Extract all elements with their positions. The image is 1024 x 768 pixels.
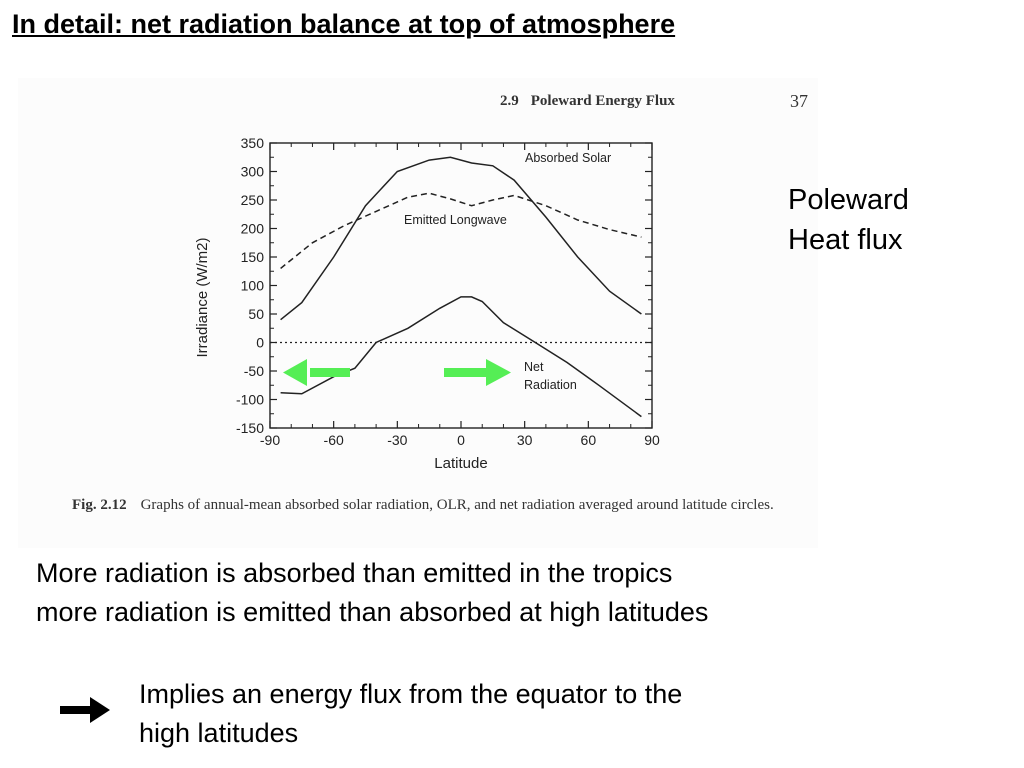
series-annotation: Radiation (524, 378, 577, 392)
figure-caption-text: Graphs of annual-mean absorbed solar rad… (140, 497, 774, 513)
x-tick-label: 0 (457, 432, 465, 448)
y-tick-label: 200 (241, 221, 265, 237)
book-section-header: 2.9 Poleward Energy Flux (500, 93, 675, 110)
net-radiation-line (280, 296, 642, 418)
poleward-heat-flux-note: Poleward Heat flux (788, 180, 909, 260)
x-tick-label: -60 (324, 432, 344, 448)
explanation-line-2: more radiation is emitted than absorbed … (36, 597, 709, 627)
y-tick-label: 350 (241, 135, 265, 151)
y-tick-label: 0 (256, 335, 264, 351)
side-note-line-2: Heat flux (788, 224, 903, 256)
y-axis-label: Irradiance (W/m2) (194, 237, 211, 357)
side-note-line-1: Poleward (788, 184, 909, 216)
figure-caption: Fig. 2.12 Graphs of annual-mean absorbed … (44, 494, 824, 516)
scanned-page (18, 78, 818, 548)
slide-title: In detail: net radiation balance at top … (12, 9, 676, 39)
figure-label: Fig. 2.12 (72, 497, 127, 513)
x-tick-label: -90 (260, 432, 280, 448)
implication-line-2: high latitudes (139, 718, 299, 748)
section-number: 2.9 (500, 93, 519, 109)
implication-line-1: Implies an energy flux from the equator … (139, 679, 683, 709)
x-tick-label: -30 (387, 432, 407, 448)
y-tick-label: 50 (248, 306, 264, 322)
implication-text: Implies an energy flux from the equator … (139, 675, 682, 753)
y-tick-label: -150 (236, 420, 264, 436)
page-number: 37 (790, 91, 808, 111)
y-tick-label: 100 (241, 278, 265, 294)
series-annotation: Absorbed Solar (525, 151, 611, 165)
y-tick-label: -50 (244, 363, 264, 379)
x-tick-label: 30 (517, 432, 533, 448)
arrow-right-icon (60, 697, 110, 723)
section-title: Poleward Energy Flux (530, 93, 675, 109)
y-tick-label: 300 (241, 164, 265, 180)
x-tick-label: 90 (644, 432, 660, 448)
explanation-text: More radiation is absorbed than emitted … (36, 554, 708, 632)
x-axis-label: Latitude (434, 455, 487, 472)
emitted-longwave-line (280, 192, 642, 269)
absorbed-solar-line (280, 156, 642, 321)
green-arrow-right-shaft (444, 368, 486, 377)
series-annotation: Emitted Longwave (404, 213, 507, 227)
green-arrow-right-icon (486, 359, 511, 386)
series-annotation: Net (524, 360, 544, 374)
y-tick-label: 150 (241, 249, 265, 265)
explanation-line-1: More radiation is absorbed than emitted … (36, 558, 673, 588)
green-arrow-left-shaft (310, 368, 350, 377)
plot-frame (269, 142, 653, 429)
y-tick-label: -100 (236, 392, 264, 408)
green-arrow-left-icon (283, 359, 307, 386)
x-tick-label: 60 (581, 432, 597, 448)
y-tick-label: 250 (241, 192, 265, 208)
